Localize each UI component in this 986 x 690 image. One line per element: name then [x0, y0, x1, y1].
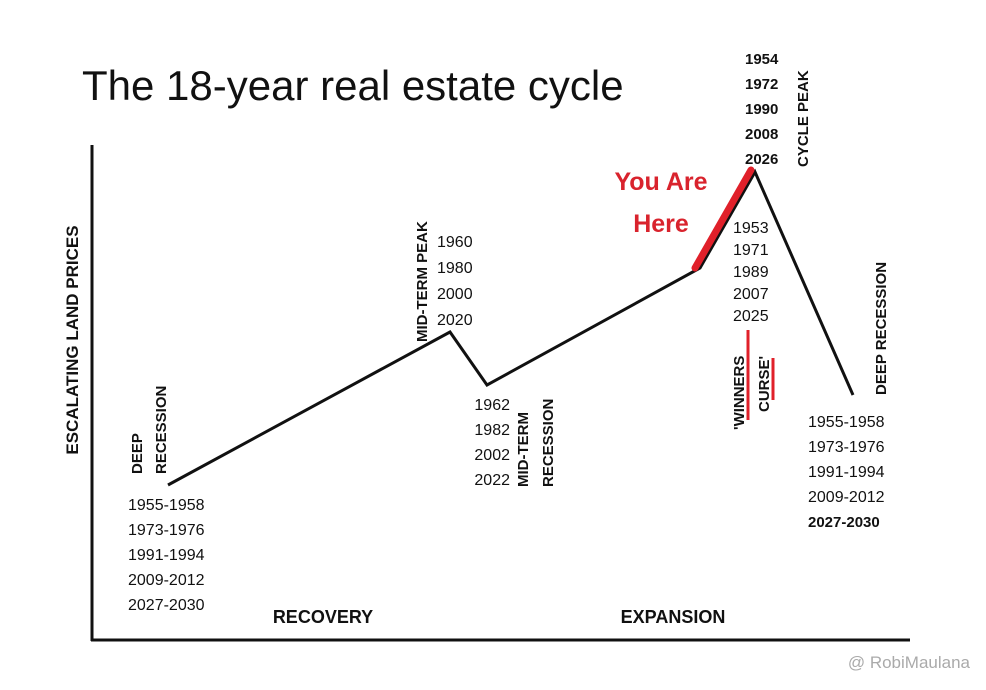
stage-label: RECESSION [153, 386, 170, 474]
stage-label: MID-TERM [515, 412, 532, 487]
title: The 18-year real estate cycle [82, 62, 624, 109]
stage-years: 2020 [437, 312, 473, 329]
stage-years: 1953 [733, 220, 769, 237]
stage-label: CYCLE PEAK [795, 70, 812, 167]
stage-years: 2002 [474, 447, 510, 464]
stage-years: 1991-1994 [128, 547, 205, 564]
y-axis-label: ESCALATING LAND PRICES [63, 225, 82, 454]
stage-years: 2027-2030 [808, 514, 880, 531]
stage-years: 2009-2012 [128, 572, 205, 589]
stage-years: 1980 [437, 260, 473, 277]
phase-label: EXPANSION [621, 607, 726, 627]
stage-years: 1982 [474, 422, 510, 439]
winners-curse: CURSE' [756, 356, 773, 412]
cycle-line [167, 168, 855, 487]
stage-years: 2026 [745, 151, 778, 168]
you-are-here: You Are [614, 168, 707, 196]
stage-label: RECESSION [540, 399, 557, 487]
stage-years: 1972 [745, 76, 778, 93]
phase-label: RECOVERY [273, 607, 373, 627]
winners-curse: 'WINNERS [731, 356, 748, 430]
you-are-here-highlight [691, 166, 755, 272]
stage-years: 1962 [474, 397, 510, 414]
stage-years: 1955-1958 [808, 414, 885, 431]
stage-years: 1960 [437, 234, 473, 251]
stage-years: 2022 [474, 472, 510, 489]
stage-years: 1991-1994 [808, 464, 885, 481]
you-are-here: Here [633, 210, 689, 238]
stage-years: 2025 [733, 308, 769, 325]
stage-label: MID-TERM PEAK [414, 221, 431, 342]
stage-years: 1971 [733, 242, 769, 259]
stage-years: 1973-1976 [128, 522, 205, 539]
stage-years: 2027-2030 [128, 597, 205, 614]
stage-years: 1954 [745, 51, 779, 68]
stage-years: 1989 [733, 264, 769, 281]
stage-years: 2007 [733, 286, 769, 303]
stage-years: 2008 [745, 126, 778, 143]
stage-years: 1973-1976 [808, 439, 885, 456]
stage-years: 2000 [437, 286, 473, 303]
stage-years: 1955-1958 [128, 497, 205, 514]
stage-label: DEEP [129, 433, 146, 474]
watermark: @ RobiMaulana [848, 653, 971, 672]
stage-years: 2009-2012 [808, 489, 885, 506]
stage-years: 1990 [745, 101, 778, 118]
stage-label: DEEP RECESSION [873, 262, 890, 395]
